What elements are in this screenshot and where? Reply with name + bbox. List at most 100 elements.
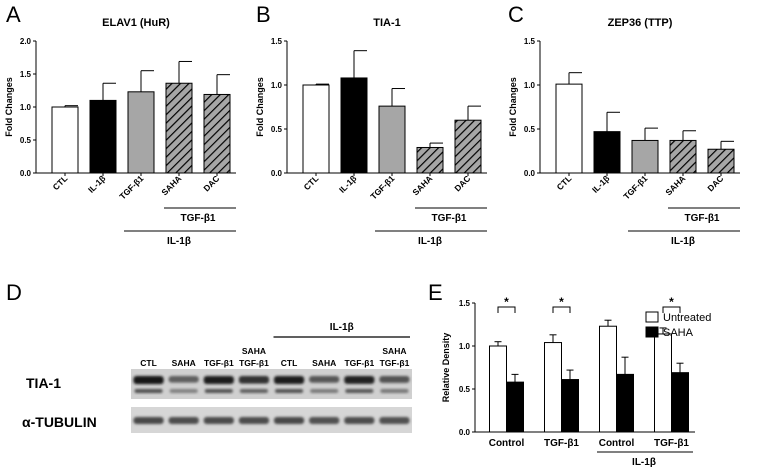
bar-untreated <box>599 325 617 433</box>
group-label-il1b: IL-1β <box>167 236 191 247</box>
chart-title: TIA-1 <box>373 17 401 29</box>
bar-saha <box>561 379 579 433</box>
tubulin-band <box>379 417 410 424</box>
tia1-band-lower <box>134 389 163 393</box>
y-axis-label: Fold Changes <box>255 77 265 137</box>
y-tick-label: 0.0 <box>524 169 536 178</box>
lane-label: CTL <box>140 358 157 368</box>
y-tick-label: 0.0 <box>271 169 283 178</box>
bar-untreated <box>544 342 562 433</box>
tia1-band-upper <box>309 376 340 383</box>
y-tick-label: 0.5 <box>524 125 536 134</box>
bar-saha <box>669 139 697 174</box>
y-tick-label: 2.0 <box>20 37 32 46</box>
blot-membrane-tia1 <box>131 369 412 399</box>
bar-tgf-1 <box>631 139 659 174</box>
tia1-band-upper <box>168 376 199 383</box>
chart-a-elav1: ELAV1 (HuR) Fold Changes 0.0 0.5 1.0 1.5 2.0 CT… <box>4 17 236 247</box>
panel-letter-b: B <box>256 2 271 27</box>
x-tick-label: Control <box>489 438 525 449</box>
tia1-band-lower <box>310 389 339 393</box>
bar-saha <box>506 381 524 433</box>
chart-b-tia1: TIA-1 Fold Changes 0.0 0.5 1.0 1.5 CTL IL-1β TGF… <box>255 17 487 247</box>
western-blot-panel: IL-1β CTL SAHA TGF-β1 SAHA TGF-β1 CTL SAHA TGF-β… <box>22 322 412 433</box>
bar-tgf-1 <box>378 105 406 174</box>
bar-saha <box>671 372 689 433</box>
lane-top-label: SAHA <box>382 346 406 356</box>
blot-il1b-label: IL-1β <box>330 322 354 333</box>
significance-bracket <box>497 306 516 313</box>
y-tick-label: 0.5 <box>20 136 32 145</box>
x-tick-label: SAHA <box>159 173 183 197</box>
x-tick-label: CTL <box>555 173 574 192</box>
bar-tgf-1 <box>127 91 155 174</box>
tia1-band-upper <box>203 376 234 384</box>
lane-label: TGF-β1 <box>204 358 234 368</box>
tia1-band-upper <box>344 376 375 384</box>
x-tick-label: TGF-β1 <box>368 173 396 201</box>
lane-label: TGF-β1 <box>239 358 269 368</box>
tia1-band-lower <box>169 389 198 393</box>
chart-title: ELAV1 (HuR) <box>102 17 170 29</box>
lane-label: SAHA <box>172 358 196 368</box>
lane-top-label: SAHA <box>242 346 266 356</box>
panel-letter-d: D <box>6 280 22 305</box>
x-tick-label: DAC <box>452 173 472 193</box>
x-tick-label: IL-1β <box>86 173 107 194</box>
bar-untreated <box>489 345 507 433</box>
panel-letter-a: A <box>6 2 21 27</box>
tia1-band-lower <box>239 389 268 393</box>
lane-label: TGF-β1 <box>344 358 374 368</box>
tia1-band-upper <box>238 376 270 384</box>
significance-star: * <box>669 295 674 309</box>
legend-swatch-untreated <box>645 311 659 323</box>
x-tick-label: CTL <box>302 173 321 192</box>
x-tick-label: TGF-β1 <box>117 173 145 201</box>
lane-label: CTL <box>281 358 298 368</box>
y-tick-label: 1.0 <box>524 81 536 90</box>
y-tick-label: 1.0 <box>271 81 283 90</box>
x-tick-label: TGF-β1 <box>621 173 649 201</box>
y-tick-label: 0.5 <box>459 385 471 394</box>
legend-label-untreated: Untreated <box>663 312 711 324</box>
y-tick-label: 0.0 <box>459 428 471 437</box>
tia1-band-upper <box>379 376 410 383</box>
group-label-il1b: IL-1β <box>418 236 442 247</box>
x-tick-label: DAC <box>201 173 221 193</box>
bar-saha <box>616 373 634 433</box>
significance-star: * <box>559 295 564 309</box>
y-axis-label: Fold Changes <box>508 77 518 137</box>
tubulin-band <box>203 417 234 424</box>
bar-ctl <box>555 83 583 174</box>
significance-star: * <box>504 295 509 309</box>
x-tick-label: IL-1β <box>337 173 358 194</box>
bar-ctl <box>302 84 330 174</box>
y-tick-label: 1.5 <box>20 70 32 79</box>
y-tick-label: 0.0 <box>20 169 32 178</box>
tubulin-band <box>133 417 164 424</box>
chart-c-zep36: ZEP36 (TTP) Fold Changes 0.0 0.5 1.0 1.5 CTL IL… <box>508 17 740 247</box>
panel-letter-e: E <box>428 280 443 305</box>
bar-untreated <box>654 333 672 433</box>
bar-ctl <box>51 106 79 174</box>
y-tick-label: 1.5 <box>459 299 471 308</box>
chart-title: ZEP36 (TTP) <box>608 17 673 29</box>
y-tick-label: 1.0 <box>459 342 471 351</box>
group-label-tgf: TGF-β1 <box>181 213 216 224</box>
x-tick-label: TGF-β1 <box>544 438 579 449</box>
group-label-il1b: IL-1β <box>671 236 695 247</box>
group-label-tgf: TGF-β1 <box>685 213 720 224</box>
lane-label: TGF-β1 <box>380 358 410 368</box>
tia1-band-lower <box>204 389 233 393</box>
bar-dac <box>203 93 231 174</box>
bar-saha <box>416 146 444 174</box>
significance-bracket <box>662 306 681 313</box>
tubulin-band <box>273 417 305 424</box>
bar-il-1- <box>593 131 621 174</box>
blot-row-label-tubulin: α-TUBULIN <box>22 414 97 430</box>
bar-il-1- <box>89 99 117 174</box>
x-tick-label: CTL <box>51 173 70 192</box>
legend-label-saha: SAHA <box>663 327 694 339</box>
bar-saha <box>165 82 193 174</box>
